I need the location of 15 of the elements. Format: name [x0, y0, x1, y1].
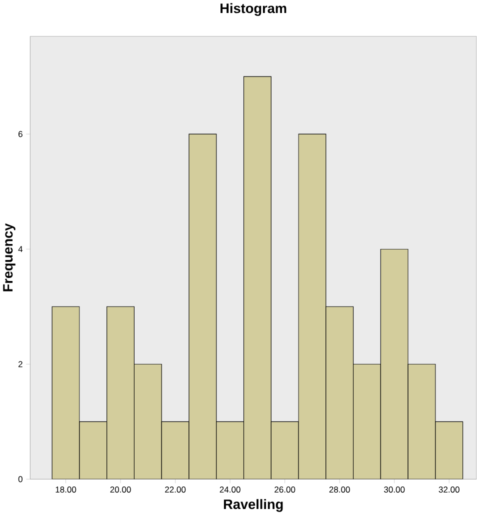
- x-tick-label: 32.00: [438, 486, 460, 493]
- y-tick-label: 6: [18, 131, 23, 138]
- x-tick-label: 28.00: [330, 486, 350, 493]
- chart-title: Histogram: [220, 3, 286, 16]
- y-tick-label: 2: [18, 361, 23, 368]
- x-axis-title: Ravelling: [224, 499, 283, 512]
- x-tick-label: 24.00: [220, 486, 241, 493]
- y-tick-label: 0: [18, 476, 23, 482]
- x-tick-label: 22.00: [165, 486, 186, 493]
- y-tick-label: 4: [18, 246, 23, 252]
- x-tick-label: 18.00: [56, 486, 76, 493]
- x-tick-label: 26.00: [274, 486, 296, 493]
- x-tick-label: 30.00: [384, 486, 405, 493]
- y-axis-title: Frequency: [3, 223, 16, 292]
- x-tick-label: 20.00: [110, 486, 132, 493]
